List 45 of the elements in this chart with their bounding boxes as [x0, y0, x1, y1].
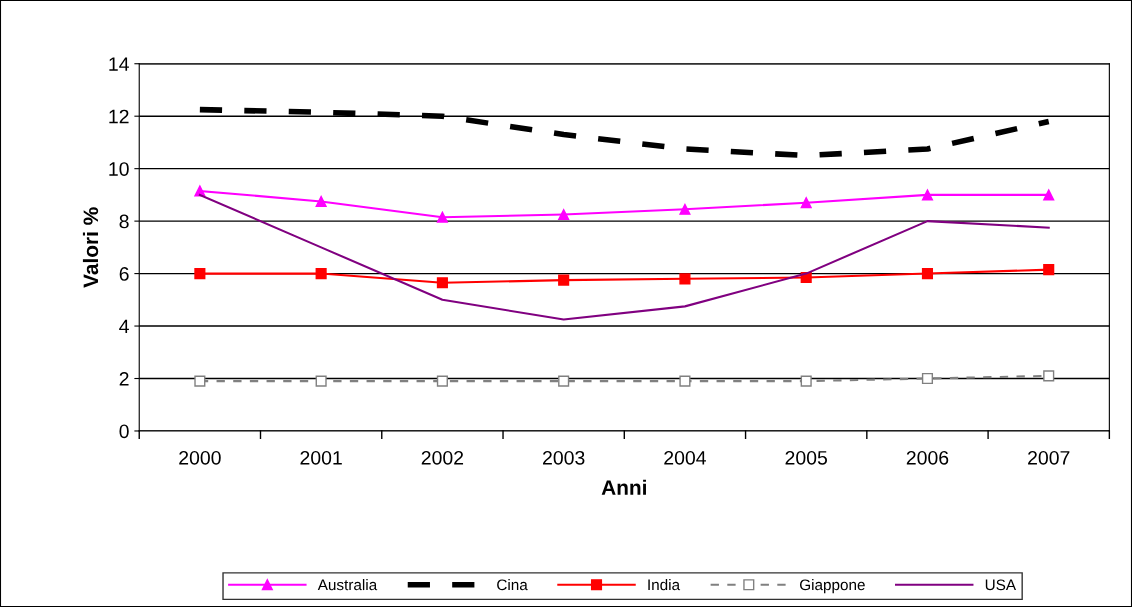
x-tick-label: 2007 [1028, 450, 1070, 465]
point [194, 375, 206, 387]
point [558, 274, 570, 286]
y-tick-label: 4 [119, 319, 129, 334]
legend-label: Cina [497, 579, 528, 591]
legend-label: USA [985, 579, 1017, 591]
point [921, 268, 934, 280]
x-tick-label: 2001 [300, 450, 342, 465]
x-tick-label: 2000 [179, 450, 221, 465]
point [315, 268, 327, 280]
y-tick-label: 12 [109, 109, 129, 124]
point [194, 268, 206, 280]
point [1043, 370, 1055, 382]
y-tick-label: 14 [109, 57, 129, 71]
x-tick-label: 2004 [664, 450, 706, 465]
legend-label: Australia [317, 579, 378, 591]
point [1043, 189, 1055, 201]
point [558, 209, 570, 221]
x-tick-label: 2005 [785, 450, 828, 465]
point [679, 375, 691, 387]
x-tick-label: 2006 [906, 450, 949, 465]
legend-label: Giappone [800, 579, 865, 594]
point [921, 189, 934, 201]
y-tick-label: 8 [119, 214, 129, 229]
y-axis-title: Valori % [82, 207, 99, 288]
x-tick-label: 2003 [543, 450, 585, 465]
point [1043, 264, 1055, 276]
point [800, 197, 812, 209]
point [921, 372, 934, 385]
point [436, 277, 448, 289]
point [315, 375, 327, 387]
x-axis-title: Anni [601, 479, 646, 495]
y-tick-label: 2 [119, 371, 129, 386]
y-tick-label: 0 [119, 424, 129, 439]
point [558, 375, 570, 387]
y-tick-label: 10 [109, 162, 129, 176]
point [436, 375, 448, 387]
point [679, 203, 691, 215]
point [436, 211, 448, 223]
x-tick-label: 2002 [421, 450, 464, 465]
point [679, 273, 691, 285]
point [315, 195, 327, 208]
y-tick-label: 6 [119, 267, 129, 281]
point [800, 375, 812, 387]
legend-label: India [648, 579, 681, 591]
